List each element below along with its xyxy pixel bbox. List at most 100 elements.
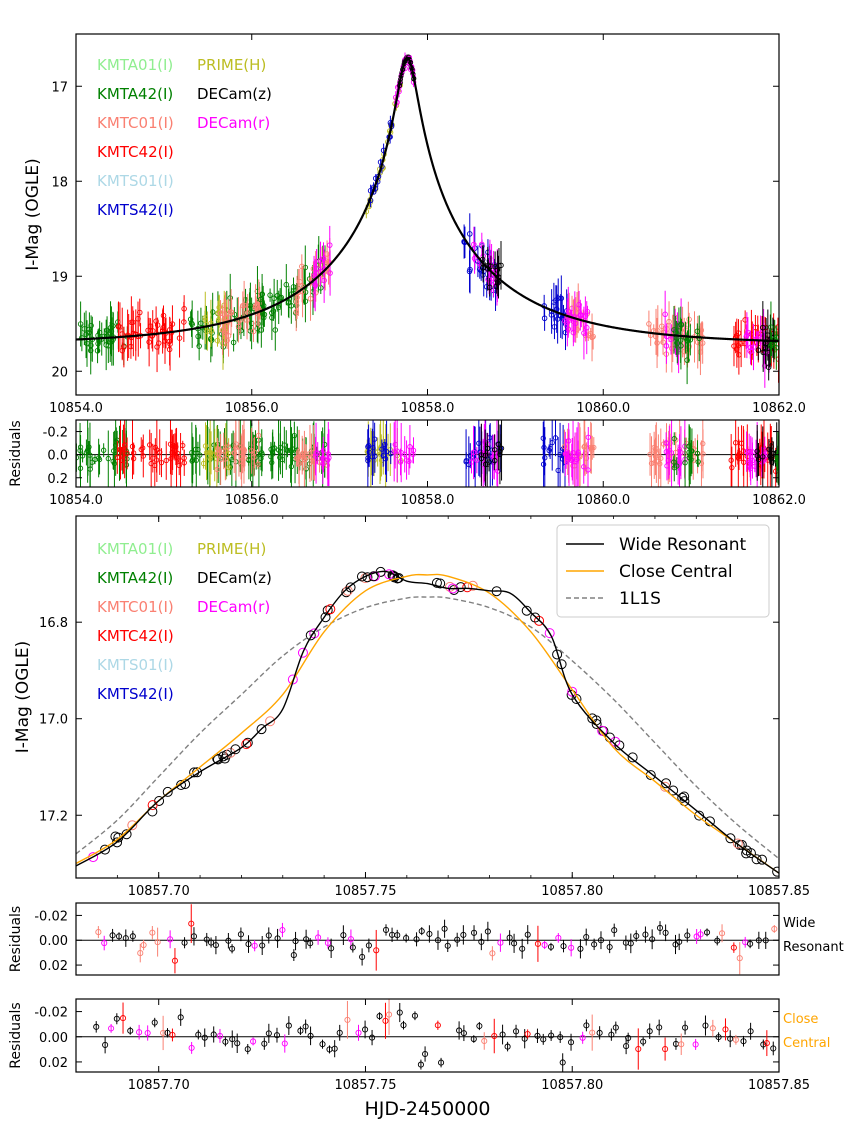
residual-point xyxy=(579,1034,586,1041)
data-point xyxy=(555,295,561,301)
data-point xyxy=(94,347,101,354)
side-label-line: Wide xyxy=(783,916,815,931)
residual-point xyxy=(325,451,331,457)
residual-point xyxy=(524,1030,531,1038)
residual-point xyxy=(557,452,563,458)
residual-point xyxy=(714,937,721,944)
data-point xyxy=(750,344,757,350)
data-point xyxy=(731,343,737,349)
data-point xyxy=(562,318,568,324)
side-label-line: Close xyxy=(783,1012,818,1027)
residual-point xyxy=(410,451,416,458)
data-point xyxy=(444,581,455,592)
residual-point xyxy=(400,1022,407,1029)
residual-point xyxy=(237,931,244,938)
data-point xyxy=(570,329,577,336)
data-point xyxy=(342,585,353,596)
residual-point xyxy=(315,934,322,941)
residual-point xyxy=(700,440,706,447)
r3-residual-data xyxy=(93,999,777,1072)
residual-point xyxy=(177,458,184,464)
data-point xyxy=(258,327,265,333)
residual-point xyxy=(589,1029,596,1036)
data-point xyxy=(252,303,259,309)
legend-label: Close Central xyxy=(619,562,733,582)
residual-point xyxy=(344,1016,351,1023)
residual-point xyxy=(735,454,741,460)
residual-point xyxy=(583,1022,590,1029)
residual-point xyxy=(478,938,485,945)
residual-point xyxy=(652,453,659,460)
side-label-line: Central xyxy=(783,1036,830,1051)
legend-label: 1L1S xyxy=(619,589,661,609)
data-point xyxy=(261,311,268,318)
residual-point xyxy=(320,461,326,467)
residual-point xyxy=(470,449,477,456)
data-point xyxy=(732,838,743,849)
y-tick-label: 0.00 xyxy=(39,1031,68,1046)
r3-y-axis-label: Residuals xyxy=(8,1002,24,1068)
data-cluster xyxy=(311,225,333,312)
residual-point xyxy=(265,1030,272,1037)
residual-point xyxy=(385,1011,393,1018)
data-point xyxy=(668,336,674,342)
legend-label: Wide Resonant xyxy=(619,535,747,555)
data-point xyxy=(745,848,756,859)
residual-point xyxy=(340,932,347,939)
residual-point xyxy=(95,929,102,936)
residual-cluster xyxy=(391,420,417,483)
residual-point xyxy=(152,444,159,451)
residual-point xyxy=(635,1045,642,1053)
residual-point xyxy=(763,1040,770,1047)
data-point xyxy=(755,347,762,353)
residual-point xyxy=(749,449,755,455)
residual-point xyxy=(656,1024,663,1031)
residual-point xyxy=(181,455,187,461)
residual-point xyxy=(202,443,209,449)
residual-point xyxy=(101,940,108,947)
data-point xyxy=(117,324,123,330)
legend-entry: DECam(r) xyxy=(197,598,270,616)
data-point xyxy=(775,324,779,330)
residual-point xyxy=(229,945,236,952)
residual-point xyxy=(234,1040,241,1047)
r3-frame xyxy=(75,998,780,1073)
residual-point xyxy=(168,456,174,462)
residual-point xyxy=(588,445,595,452)
data-point xyxy=(154,322,161,328)
residual-cluster xyxy=(293,424,331,487)
data-point xyxy=(307,296,314,302)
data-point xyxy=(725,833,736,844)
residual-point xyxy=(163,457,169,464)
residual-point xyxy=(167,936,174,943)
residual-point xyxy=(470,929,478,936)
legend-entry: KMTA01(I) xyxy=(97,56,173,74)
legend-frame xyxy=(556,524,770,618)
data-point xyxy=(297,647,308,658)
residual-point xyxy=(662,929,669,936)
y-tick-label: 0.02 xyxy=(39,959,68,974)
p2-axes: 16.8 17.0 17.2 10857.70 10857.75 10857.80 1085… xyxy=(13,515,810,899)
model-curve-wide-resonant xyxy=(76,56,779,343)
data-point xyxy=(167,341,173,347)
residual-point xyxy=(454,936,461,943)
data-point xyxy=(572,320,579,327)
residual-point xyxy=(117,446,123,453)
residual-point xyxy=(511,940,518,947)
residual-point xyxy=(606,943,613,951)
residual-point xyxy=(492,447,498,453)
residual-point xyxy=(747,463,753,470)
y-tick-label: 17.2 xyxy=(39,809,68,824)
residual-point xyxy=(623,1043,630,1050)
residual-point xyxy=(444,942,451,949)
residual-point xyxy=(138,446,144,453)
residual-point xyxy=(676,938,683,945)
residual-point xyxy=(481,1037,488,1045)
residual-point xyxy=(411,1012,419,1019)
residual-point xyxy=(491,1032,498,1040)
x-tick-label: 10857.80 xyxy=(541,884,603,899)
residual-point xyxy=(633,932,640,940)
residual-point xyxy=(307,1032,314,1039)
data-point xyxy=(627,752,638,763)
legend-entry: KMTA01(I) xyxy=(97,540,173,558)
